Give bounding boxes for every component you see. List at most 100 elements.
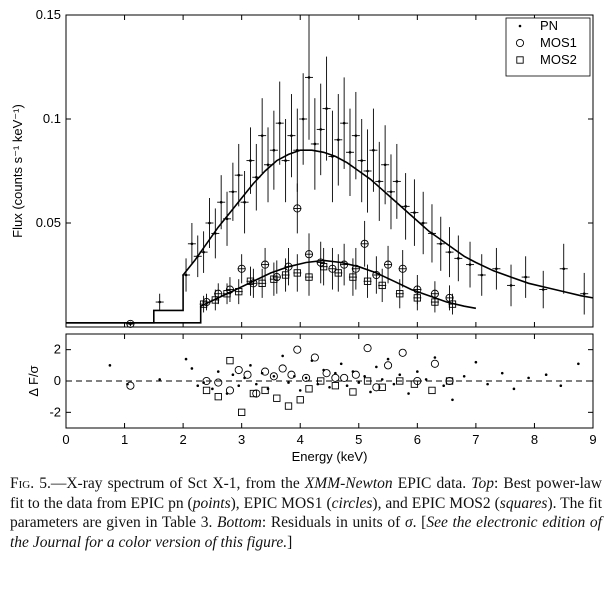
- caption-run: XMM-Newton: [304, 475, 393, 492]
- x-ray-spectrum-figure: 0.05 0.1 0.15 Flux (counts s⁻¹ keV⁻¹) PN MO…: [10, 7, 597, 464]
- mos1-point: [304, 250, 314, 259]
- flux-data-points: [126, 15, 589, 328]
- figure-label: Fig. 5.: [10, 475, 51, 492]
- pn-point: [190, 242, 194, 246]
- mos1-point: [237, 264, 246, 273]
- pn-residual: [392, 382, 396, 386]
- mos1-residual: [261, 367, 270, 376]
- pn-point: [295, 148, 299, 152]
- pn-point: [325, 107, 328, 110]
- mos1-point: [398, 264, 407, 273]
- caption-run: EPIC data.: [392, 475, 472, 492]
- pn-residual: [287, 381, 290, 384]
- mos2-point: [413, 294, 421, 302]
- pn-residual: [512, 387, 516, 391]
- residual-series-mos1: [126, 344, 454, 398]
- mos2-point: [396, 290, 404, 298]
- caption-run: circles: [331, 494, 373, 512]
- mos1-point: [126, 319, 135, 328]
- mos1-residual: [340, 373, 349, 382]
- top-x-ticks: [65, 15, 594, 327]
- pn-residual: [386, 357, 390, 361]
- pn-point: [225, 217, 229, 221]
- legend-mos1-marker: [515, 38, 525, 48]
- caption-run: squares: [499, 494, 548, 512]
- mos1-residual: [351, 370, 360, 379]
- pn-residual: [451, 398, 454, 402]
- top-y-tick-label: 0.15: [36, 7, 61, 22]
- flux-spectrum-panel: 0.05 0.1 0.15 Flux (counts s⁻¹ keV⁻¹) PN MO…: [10, 7, 594, 328]
- legend-mos2-label: MOS2: [540, 52, 577, 67]
- series-mos1: [126, 183, 454, 328]
- mos2-point: [363, 277, 372, 285]
- pn-residual: [559, 384, 563, 388]
- pn-residual: [363, 375, 366, 378]
- pn-point: [348, 150, 352, 154]
- caption-run: ), EPIC MOS1 (: [230, 494, 332, 512]
- legend-mos1-label: MOS1: [540, 35, 577, 50]
- top-y-tick-label: 0.05: [36, 215, 61, 230]
- mos2-residual: [317, 377, 325, 385]
- mos1-residual: [363, 344, 372, 353]
- pn-residual: [281, 354, 284, 358]
- pn-residual: [304, 376, 308, 380]
- pn-point: [404, 205, 407, 208]
- pn-residual: [237, 384, 241, 388]
- mos2-residual: [445, 377, 454, 385]
- x-tick-label: 2: [179, 432, 186, 447]
- pn-residual: [369, 390, 372, 394]
- pn-residual: [442, 384, 445, 388]
- pn-point: [307, 76, 311, 79]
- pn-residual: [474, 360, 478, 364]
- pn-point: [214, 232, 217, 235]
- pn-point: [313, 142, 317, 146]
- x-tick-label: 4: [297, 432, 304, 447]
- mos1-residual: [293, 345, 302, 354]
- caption-run: Top: [471, 475, 494, 492]
- mos1-residual: [278, 364, 287, 373]
- mos1-residual: [398, 348, 407, 357]
- mos2-residual: [410, 380, 419, 388]
- mos1-point: [351, 264, 360, 273]
- caption-run: ]: [287, 533, 293, 551]
- pn-residual: [527, 376, 530, 380]
- caption-run: See the electronic edition of the Journa…: [10, 514, 602, 551]
- mos1-residual: [322, 369, 331, 378]
- mos2-residual: [378, 383, 386, 391]
- x-tick-label: 5: [355, 432, 362, 447]
- pn-point: [360, 159, 364, 162]
- top-y-tick-label: 0.1: [43, 111, 61, 126]
- mos2-residual: [249, 389, 258, 398]
- pn-residual: [158, 378, 161, 381]
- residual-series-pn: [108, 354, 580, 402]
- bottom-y-tick-label: -2: [49, 404, 61, 419]
- mos1-residual: [126, 381, 135, 390]
- mos2-point: [431, 298, 439, 306]
- pn-residual: [190, 367, 194, 370]
- pn-residual: [486, 382, 489, 386]
- pn-residual: [500, 371, 504, 375]
- model-curve-pn: [66, 149, 594, 324]
- mos2-residual: [363, 377, 372, 385]
- mos2-residual: [273, 394, 281, 402]
- mos2-residual: [202, 386, 211, 395]
- pn-point: [582, 292, 586, 296]
- caption-text: —X-ray spectrum of Sct X-1, from the XMM…: [10, 475, 602, 551]
- mos2-residual: [331, 382, 340, 390]
- pn-point: [278, 121, 282, 125]
- pn-point: [255, 175, 258, 179]
- caption-run: points: [192, 494, 231, 512]
- pn-point: [331, 155, 334, 158]
- bottom-y-axis-label: Δ F/σ: [26, 365, 41, 396]
- legend-pn-label: PN: [540, 18, 558, 33]
- pn-point: [184, 273, 188, 277]
- pn-residual: [433, 356, 437, 359]
- bottom-y-tick-label: 2: [54, 342, 61, 357]
- pn-residual: [216, 370, 220, 373]
- x-axis-label: Energy (keV): [292, 449, 368, 464]
- mos2-point: [293, 269, 301, 277]
- pn-residual: [407, 392, 410, 395]
- mos1-point: [261, 260, 270, 269]
- pn-point: [562, 267, 566, 271]
- x-tick-label: 8: [531, 432, 538, 447]
